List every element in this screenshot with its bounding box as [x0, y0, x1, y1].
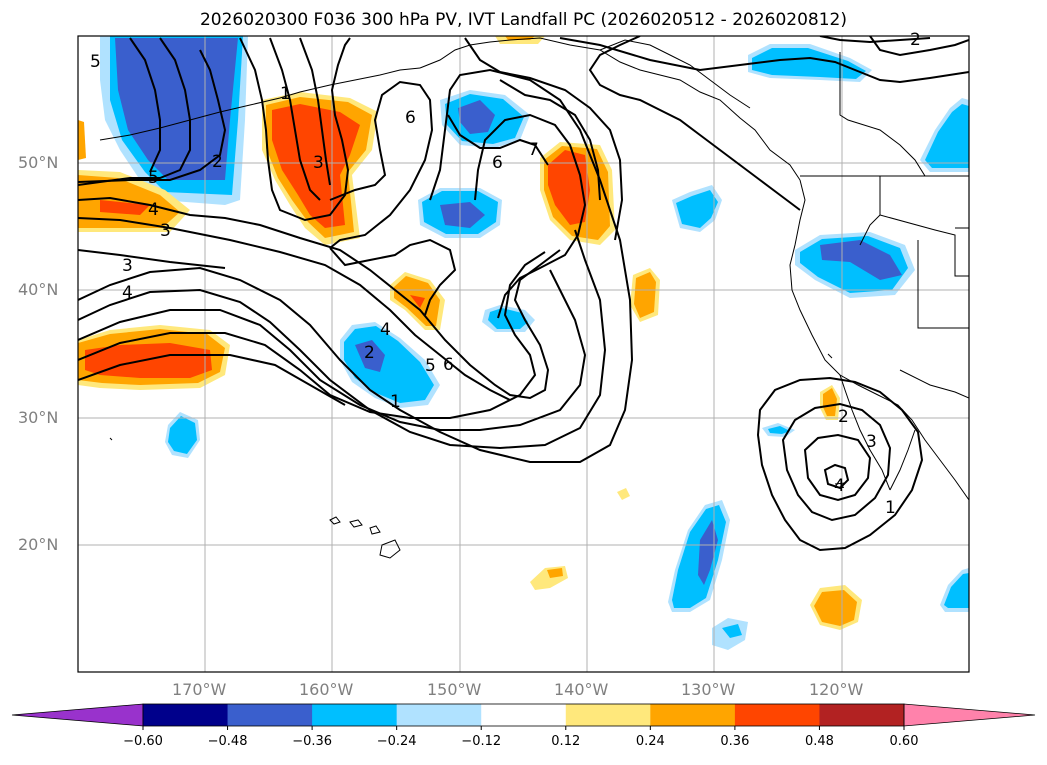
colorbar-outline — [142, 703, 905, 727]
contour-label: 4 — [148, 200, 159, 220]
contour-label: 3 — [866, 432, 877, 452]
contour-label: 3 — [313, 153, 324, 173]
figure-title: 2026020300 F036 300 hPa PV, IVT Landfall… — [199, 10, 847, 30]
lat-label-40: 40°N — [18, 280, 59, 299]
lon-label-160w: 160°W — [299, 680, 354, 699]
lat-label-30: 30°N — [18, 408, 59, 427]
contour-label: 3 — [122, 256, 133, 276]
contour-label: 3 — [160, 221, 171, 241]
pv-anomaly-negative-123w — [795, 232, 915, 298]
contour-label: 4 — [380, 320, 391, 340]
pv-anomaly-negative-157w — [340, 322, 440, 408]
colorbar-tick-label: −0.48 — [207, 734, 248, 749]
colorbar-tick-label: 0.48 — [804, 734, 834, 749]
contour-label: 7 — [528, 140, 539, 160]
colorbar — [11, 703, 1036, 730]
lat-label-50: 50°N — [18, 153, 59, 172]
colorbar-tick-label: −0.24 — [376, 734, 417, 749]
contour-label: 2 — [838, 407, 849, 427]
colorbar-swatch — [396, 704, 482, 726]
lon-label-150w: 150°W — [427, 680, 482, 699]
contour-label: 2 — [364, 343, 375, 363]
colorbar-tick-label: 0.36 — [720, 734, 750, 749]
pv-anomaly-negative-131w — [668, 500, 730, 612]
ivt-contours — [78, 36, 969, 552]
colorbar-swatch — [565, 704, 651, 726]
contour-label: 5 — [148, 168, 159, 188]
colorbar-extend-high — [903, 703, 1036, 727]
colorbar-tick-label: −0.36 — [292, 734, 333, 749]
map-frame — [77, 35, 970, 673]
colorbar-swatch — [734, 704, 820, 726]
contour-label: 2 — [910, 30, 921, 50]
pv-anomaly-negative-147w — [440, 90, 530, 148]
lon-label-120w: 120°W — [809, 680, 864, 699]
contour-label: 1 — [885, 498, 896, 518]
colorbar-swatch — [481, 704, 567, 726]
colorbar-extend-low — [11, 703, 144, 727]
colorbar-tick-label: 0.60 — [889, 734, 919, 749]
colorbar-tick-label: −0.12 — [461, 734, 502, 749]
lon-label-130w: 130°W — [681, 680, 736, 699]
contour-label: 6 — [405, 108, 416, 128]
colorbar-tick-label: −0.60 — [123, 734, 163, 749]
contour-label: 1 — [280, 84, 291, 104]
pv-shading — [78, 36, 969, 650]
colorbar-swatch — [312, 704, 398, 726]
lon-label-170w: 170°W — [172, 680, 227, 699]
colorbar-swatch — [819, 704, 905, 726]
contour-label: 6 — [443, 355, 454, 375]
contour-label: 2 — [212, 152, 223, 172]
colorbar-swatch — [650, 704, 736, 726]
contour-label: 4 — [122, 283, 133, 303]
contour-label: 5 — [90, 52, 101, 72]
colorbar-tick-label: 0.12 — [551, 734, 581, 749]
colorbar-tick-label: 0.24 — [635, 734, 665, 749]
pv-anomaly-positive-140w — [540, 142, 615, 245]
contour-label: 6 — [492, 153, 503, 173]
lon-label-140w: 140°W — [554, 680, 609, 699]
colorbar-swatch — [227, 704, 313, 726]
contour-label: 5 — [425, 356, 436, 376]
colorbar-swatch — [143, 704, 229, 726]
contour-label: 4 — [834, 476, 845, 496]
lat-label-20: 20°N — [18, 535, 59, 554]
contour-label: 1 — [390, 392, 401, 412]
